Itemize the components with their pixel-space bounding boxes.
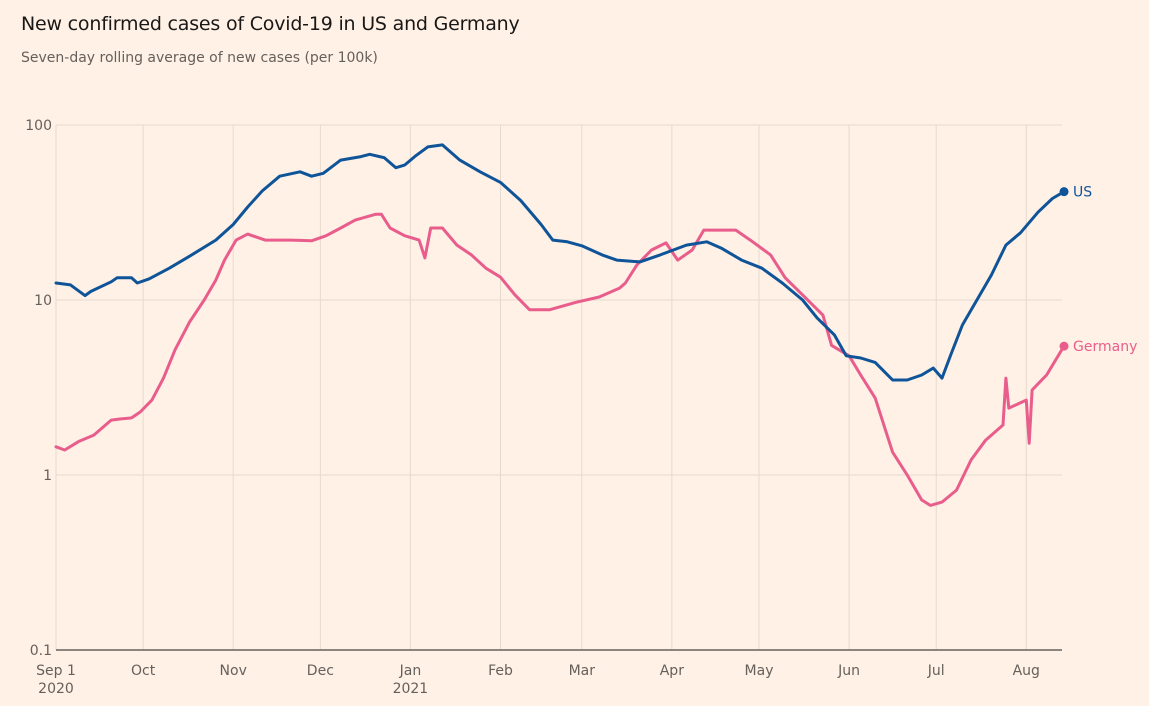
series-end-marker-germany [1059,341,1069,351]
series-end-labels: Germany US [1059,185,1137,355]
series-end-marker-us [1059,187,1069,197]
y-tick-label: 0.1 [30,643,52,659]
series-line-germany [54,212,1066,507]
x-tick-label: Apr [660,663,684,679]
series-lines [54,143,1066,507]
x-tick-label: Mar [569,663,596,679]
x-tick-labels: Sep 1 2020 Oct Nov Dec Jan 2021 Feb Mar Apr May Jun… [36,663,1040,697]
x-tick-label: Nov [220,663,247,679]
x-tick-label: Jul [927,663,945,679]
x-gridlines [55,125,1027,650]
x-tick-label: Dec [307,663,334,679]
x-tick-label: Jun [837,663,860,679]
x-tick-label: Sep 1 [36,663,76,679]
series-label-us: US [1073,185,1092,201]
y-tick-labels: 100 10 1 0.1 [25,118,52,659]
x-tick-year-label: 2021 [393,681,429,697]
x-tick-label: Oct [131,663,156,679]
x-tick-label: Jan [399,663,422,679]
x-tick-label: Aug [1013,663,1040,679]
x-tick-label: May [745,663,774,679]
chart-subtitle: Seven-day rolling average of new cases (… [21,50,378,66]
y-tick-label: 100 [25,118,52,134]
x-tick-label: Feb [488,663,513,679]
series-label-germany: Germany [1073,339,1137,355]
y-tick-label: 1 [43,468,52,484]
y-gridlines [56,124,1062,476]
y-tick-label: 10 [34,293,52,309]
series-line-us [54,143,1066,382]
chart-title: New confirmed cases of Covid-19 in US an… [21,13,520,35]
x-tick-year-label: 2020 [38,681,74,697]
